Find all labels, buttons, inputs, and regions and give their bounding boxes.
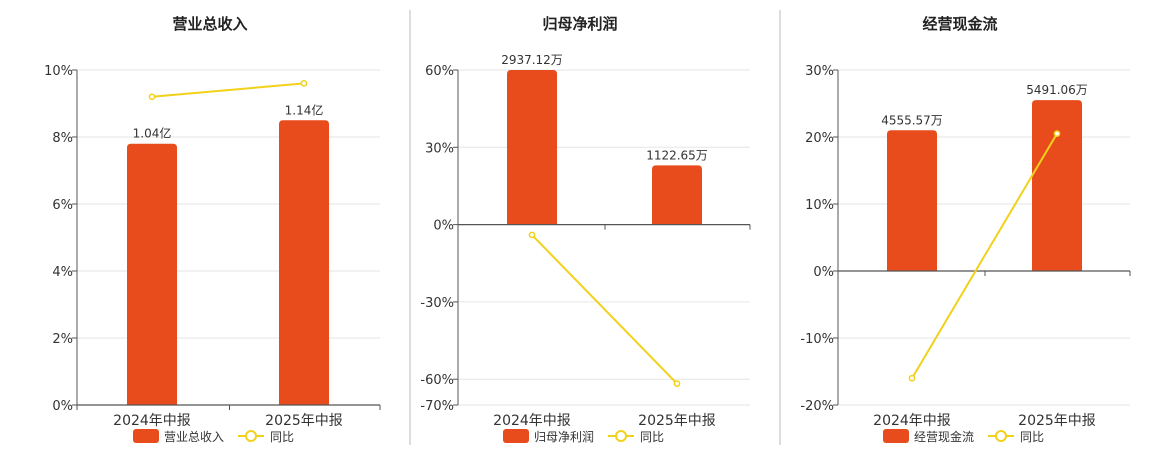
series-point <box>673 380 681 387</box>
legend-line-label: 同比 <box>1020 430 1044 444</box>
x-tick-label: 2025年中报 <box>638 413 716 429</box>
chart-title: 营业总收入 <box>172 15 247 33</box>
bar <box>279 120 329 405</box>
legend-bar-swatch <box>883 429 909 443</box>
legend-bar-label: 归母净利润 <box>534 430 594 444</box>
series-line <box>151 82 305 98</box>
series-point <box>148 93 156 101</box>
y-tick-label: 30% <box>425 141 454 156</box>
bar <box>887 130 937 271</box>
x-tick-label: 2024年中报 <box>113 413 191 429</box>
series-point <box>528 231 536 239</box>
series-line <box>531 234 678 385</box>
bar <box>1032 100 1082 272</box>
y-tick-label: 30% <box>805 64 834 79</box>
legend-bar-swatch <box>133 429 159 443</box>
y-tick-label: 10% <box>805 198 834 213</box>
x-tick-label: 2025年中报 <box>1018 413 1096 429</box>
series-line <box>911 133 1058 379</box>
chart-title: 经营现金流 <box>922 15 997 33</box>
y-tick-label: 4% <box>52 265 73 280</box>
chart-panel-3: 经营现金流 -20% -10% 0% 10% 20% 30% 4555.57万 5491.06万… <box>800 15 1131 444</box>
bar <box>127 143 177 405</box>
legend-bar-swatch <box>503 429 529 443</box>
y-tick-label: 6% <box>52 198 73 213</box>
y-tick-label: 20% <box>805 131 834 146</box>
y-tick-label: -60% <box>420 373 454 388</box>
legend-bar-label: 营业总收入 <box>164 430 224 444</box>
chart-panel-2: 归母净利润 -70% -60% -30% 0% 30% 60% 2937.12万 1122.65… <box>420 15 751 444</box>
y-tick-label: 0% <box>433 219 454 234</box>
y-tick-label: 0% <box>813 265 834 280</box>
y-tick-label: -70% <box>420 399 454 414</box>
y-tick-label: -30% <box>420 296 454 311</box>
legend-line-marker <box>995 430 1007 442</box>
y-tick-label: -20% <box>800 399 834 414</box>
y-tick-label: 2% <box>52 332 73 347</box>
y-tick-label: 0% <box>52 399 73 414</box>
legend-line-marker <box>245 430 257 442</box>
legend-line-marker <box>615 430 627 442</box>
x-tick-label: 2024年中报 <box>873 413 951 429</box>
x-tick-label: 2024年中报 <box>493 413 571 429</box>
y-tick-label: 10% <box>44 64 73 79</box>
legend-line-label: 同比 <box>640 430 664 444</box>
bar-data-label: 1.04亿 <box>133 126 172 141</box>
bar <box>652 165 702 225</box>
y-tick-label: -10% <box>800 332 834 347</box>
legend-line-label: 同比 <box>270 430 294 444</box>
x-tick-label: 2025年中报 <box>265 413 343 429</box>
bar <box>507 70 557 225</box>
series-point <box>908 374 916 382</box>
bar-data-label: 4555.57万 <box>881 113 943 127</box>
bar-data-label: 2937.12万 <box>501 53 563 67</box>
y-tick-label: 60% <box>425 64 454 79</box>
bar-data-label: 1.14亿 <box>285 102 324 117</box>
y-tick-label: 8% <box>52 131 73 146</box>
series-point <box>1053 130 1061 137</box>
series-point <box>300 80 308 87</box>
bar-data-label: 1122.65万 <box>646 148 708 162</box>
chart-title: 归母净利润 <box>542 15 617 33</box>
chart-panel-1: 营业总收入 0% 2% 4% 6% 8% 10% 1.04亿 1.14亿 2024年中报 2025年… <box>44 15 381 444</box>
bar-data-label: 5491.06万 <box>1026 83 1088 97</box>
legend-bar-label: 经营现金流 <box>914 429 974 444</box>
